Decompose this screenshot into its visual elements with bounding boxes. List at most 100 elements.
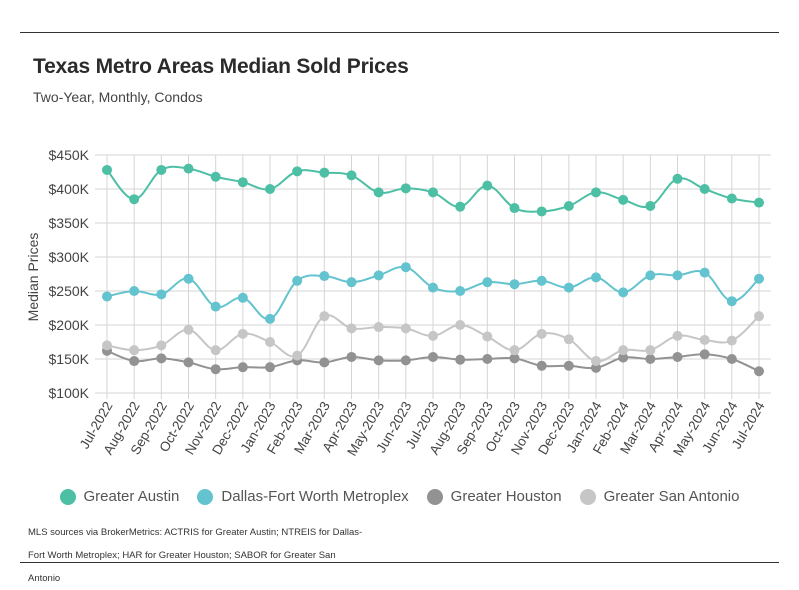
legend-swatch bbox=[197, 488, 214, 505]
legend-swatch bbox=[59, 488, 76, 505]
data-point-dallas-fort-worth-metroplex bbox=[672, 270, 683, 281]
data-point-greater-houston bbox=[672, 351, 683, 362]
data-point-greater-austin bbox=[482, 180, 493, 191]
data-point-greater-houston bbox=[210, 364, 221, 375]
data-point-greater-houston bbox=[183, 357, 194, 368]
data-point-greater-austin bbox=[346, 170, 357, 181]
chart-legend: Greater Austin Dallas-Fort Worth Metropl… bbox=[0, 488, 799, 505]
data-point-greater-houston bbox=[699, 349, 710, 360]
data-point-greater-san-antonio bbox=[482, 331, 493, 342]
data-point-greater-houston bbox=[156, 353, 167, 364]
data-point-greater-austin bbox=[210, 171, 221, 182]
line-chart: $100K $150K $200K $250K $300K $350K $400K $450K… bbox=[25, 147, 771, 459]
data-point-dallas-fort-worth-metroplex bbox=[102, 291, 112, 302]
y-tick-label: $200K bbox=[49, 317, 90, 333]
data-point-dallas-fort-worth-metroplex bbox=[455, 286, 466, 296]
data-point-greater-austin bbox=[591, 187, 601, 198]
data-point-greater-san-antonio bbox=[346, 323, 357, 334]
data-point-greater-austin bbox=[536, 206, 547, 217]
data-point-greater-austin bbox=[292, 166, 303, 177]
data-point-greater-san-antonio bbox=[292, 350, 303, 361]
data-point-greater-san-antonio bbox=[428, 330, 438, 341]
legend-item-dallas-fort-worth: Dallas-Fort Worth Metroplex bbox=[197, 488, 409, 505]
data-point-dallas-fort-worth-metroplex bbox=[156, 289, 167, 300]
legend-swatch bbox=[579, 488, 596, 505]
data-point-dallas-fort-worth-metroplex bbox=[482, 277, 493, 288]
data-point-dallas-fort-worth-metroplex bbox=[400, 262, 411, 273]
data-point-dallas-fort-worth-metroplex bbox=[536, 275, 547, 286]
data-point-greater-san-antonio bbox=[563, 334, 574, 345]
data-point-greater-austin bbox=[672, 173, 683, 184]
data-point-greater-san-antonio bbox=[265, 337, 275, 347]
data-point-greater-san-antonio bbox=[536, 328, 547, 339]
data-point-greater-austin bbox=[428, 187, 438, 198]
data-point-dallas-fort-worth-metroplex bbox=[292, 275, 303, 286]
data-point-greater-austin bbox=[726, 193, 737, 204]
data-point-greater-austin bbox=[509, 203, 520, 214]
legend-swatch bbox=[426, 488, 443, 505]
data-point-dallas-fort-worth-metroplex bbox=[563, 282, 574, 293]
chart-title: Texas Metro Areas Median Sold Prices bbox=[33, 55, 409, 78]
y-tick-label: $350K bbox=[49, 215, 90, 231]
data-point-greater-san-antonio bbox=[672, 330, 683, 341]
data-point-greater-san-antonio bbox=[509, 345, 520, 356]
y-axis-label: Median Prices bbox=[25, 233, 41, 322]
data-point-greater-austin bbox=[183, 163, 194, 174]
data-point-greater-san-antonio bbox=[754, 311, 764, 322]
data-point-greater-san-antonio bbox=[237, 328, 248, 339]
legend-label: Dallas-Fort Worth Metroplex bbox=[221, 488, 409, 505]
data-point-dallas-fort-worth-metroplex bbox=[428, 282, 438, 293]
data-point-dallas-fort-worth-metroplex bbox=[129, 286, 140, 296]
y-tick-label: $400K bbox=[49, 181, 90, 197]
data-point-dallas-fort-worth-metroplex bbox=[618, 287, 629, 298]
data-point-greater-san-antonio bbox=[210, 345, 221, 356]
data-point-greater-houston bbox=[346, 351, 357, 362]
data-point-greater-austin bbox=[156, 164, 167, 175]
data-point-greater-houston bbox=[645, 354, 656, 364]
data-point-greater-san-antonio bbox=[591, 356, 601, 367]
data-point-dallas-fort-worth-metroplex bbox=[645, 270, 656, 281]
data-point-greater-san-antonio bbox=[319, 311, 330, 322]
data-point-greater-houston bbox=[237, 362, 248, 373]
data-point-greater-austin bbox=[102, 164, 112, 175]
data-point-greater-austin bbox=[618, 194, 629, 205]
legend-item-greater-austin: Greater Austin bbox=[59, 488, 179, 505]
data-point-greater-houston bbox=[509, 353, 520, 364]
data-point-greater-austin bbox=[455, 201, 466, 212]
data-point-greater-san-antonio bbox=[618, 345, 629, 356]
chart-subtitle: Two-Year, Monthly, Condos bbox=[33, 89, 203, 105]
data-point-greater-houston bbox=[754, 366, 764, 377]
data-point-greater-san-antonio bbox=[156, 340, 167, 351]
legend-item-greater-houston: Greater Houston bbox=[426, 488, 562, 505]
source-footnote: MLS sources via BrokerMetrics: ACTRIS fo… bbox=[28, 527, 363, 584]
legend-label: Greater Houston bbox=[450, 488, 562, 505]
legend-item-greater-san-antonio: Greater San Antonio bbox=[579, 488, 740, 505]
data-point-greater-houston bbox=[319, 357, 330, 368]
data-point-dallas-fort-worth-metroplex bbox=[754, 273, 764, 284]
top-rule bbox=[20, 32, 779, 33]
y-tick-label: $100K bbox=[49, 385, 90, 401]
data-point-dallas-fort-worth-metroplex bbox=[591, 272, 601, 283]
data-point-greater-san-antonio bbox=[699, 334, 710, 345]
data-point-greater-houston bbox=[726, 354, 737, 364]
data-point-greater-houston bbox=[536, 360, 547, 371]
bottom-rule bbox=[20, 562, 779, 563]
data-point-greater-san-antonio bbox=[726, 335, 737, 346]
data-point-greater-houston bbox=[455, 354, 466, 365]
y-tick-label: $450K bbox=[49, 147, 90, 163]
data-point-greater-san-antonio bbox=[102, 340, 112, 351]
data-point-dallas-fort-worth-metroplex bbox=[183, 273, 194, 284]
data-point-greater-san-antonio bbox=[400, 323, 411, 334]
data-point-greater-houston bbox=[428, 351, 438, 362]
data-point-greater-austin bbox=[373, 187, 384, 198]
y-tick-label: $300K bbox=[49, 249, 90, 265]
data-point-greater-austin bbox=[699, 184, 710, 194]
data-point-greater-san-antonio bbox=[645, 345, 656, 356]
data-point-greater-austin bbox=[563, 201, 574, 211]
data-point-greater-houston bbox=[482, 354, 493, 364]
data-point-greater-austin bbox=[754, 197, 764, 208]
data-point-greater-austin bbox=[237, 177, 248, 188]
data-point-greater-san-antonio bbox=[129, 345, 140, 356]
data-point-greater-houston bbox=[618, 352, 629, 363]
data-point-greater-austin bbox=[129, 194, 140, 205]
